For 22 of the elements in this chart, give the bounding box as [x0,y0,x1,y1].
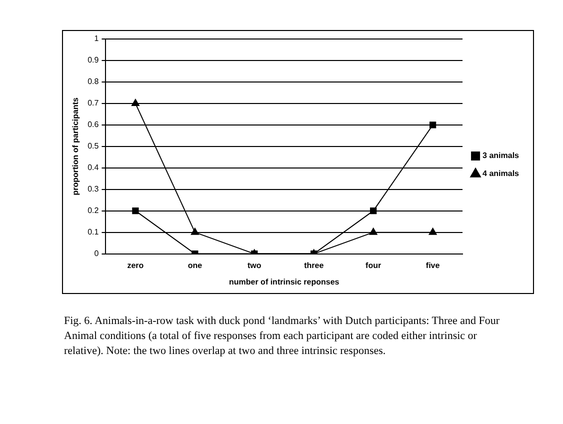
x-tick-label: four [366,260,382,270]
y-tick-label: 0.9 [88,56,100,65]
y-tick-label: 0.7 [88,98,100,108]
y-tick-label: 0.5 [88,142,100,151]
y-tick-label: 0.2 [88,206,100,216]
y-tick-label: 0.8 [88,77,100,86]
y-tick-label: 0 [94,249,100,258]
legend-label: 4 animals [482,169,520,178]
x-tick-label: two [248,260,262,270]
y-tick-label: 0.3 [88,184,100,194]
y-axis-title: proportion of participants [71,96,80,196]
x-tick-label: zero [127,260,144,270]
legend-label: 3 animals [482,151,520,160]
y-tick-label: 0.6 [88,120,100,130]
y-tick-label: 0.4 [88,163,100,172]
y-tick-label: 0.1 [88,228,100,237]
x-axis-title: number of intrinsic reponses [229,277,340,286]
x-tick-label: one [188,260,203,270]
x-tick-label: five [426,260,440,270]
x-tick-label: three [304,260,324,270]
y-tick-label: 1 [94,34,100,44]
caption: Fig. 6. Animals-in-a-row task with duck pond ‘landmarks’ with Dutch participants: Three and Four Animal conditions (a total of five responses from each participant are coded either intrinsic or relative). Note: the two lines overlap at two and three intrinsic responses. [64,314,501,359]
